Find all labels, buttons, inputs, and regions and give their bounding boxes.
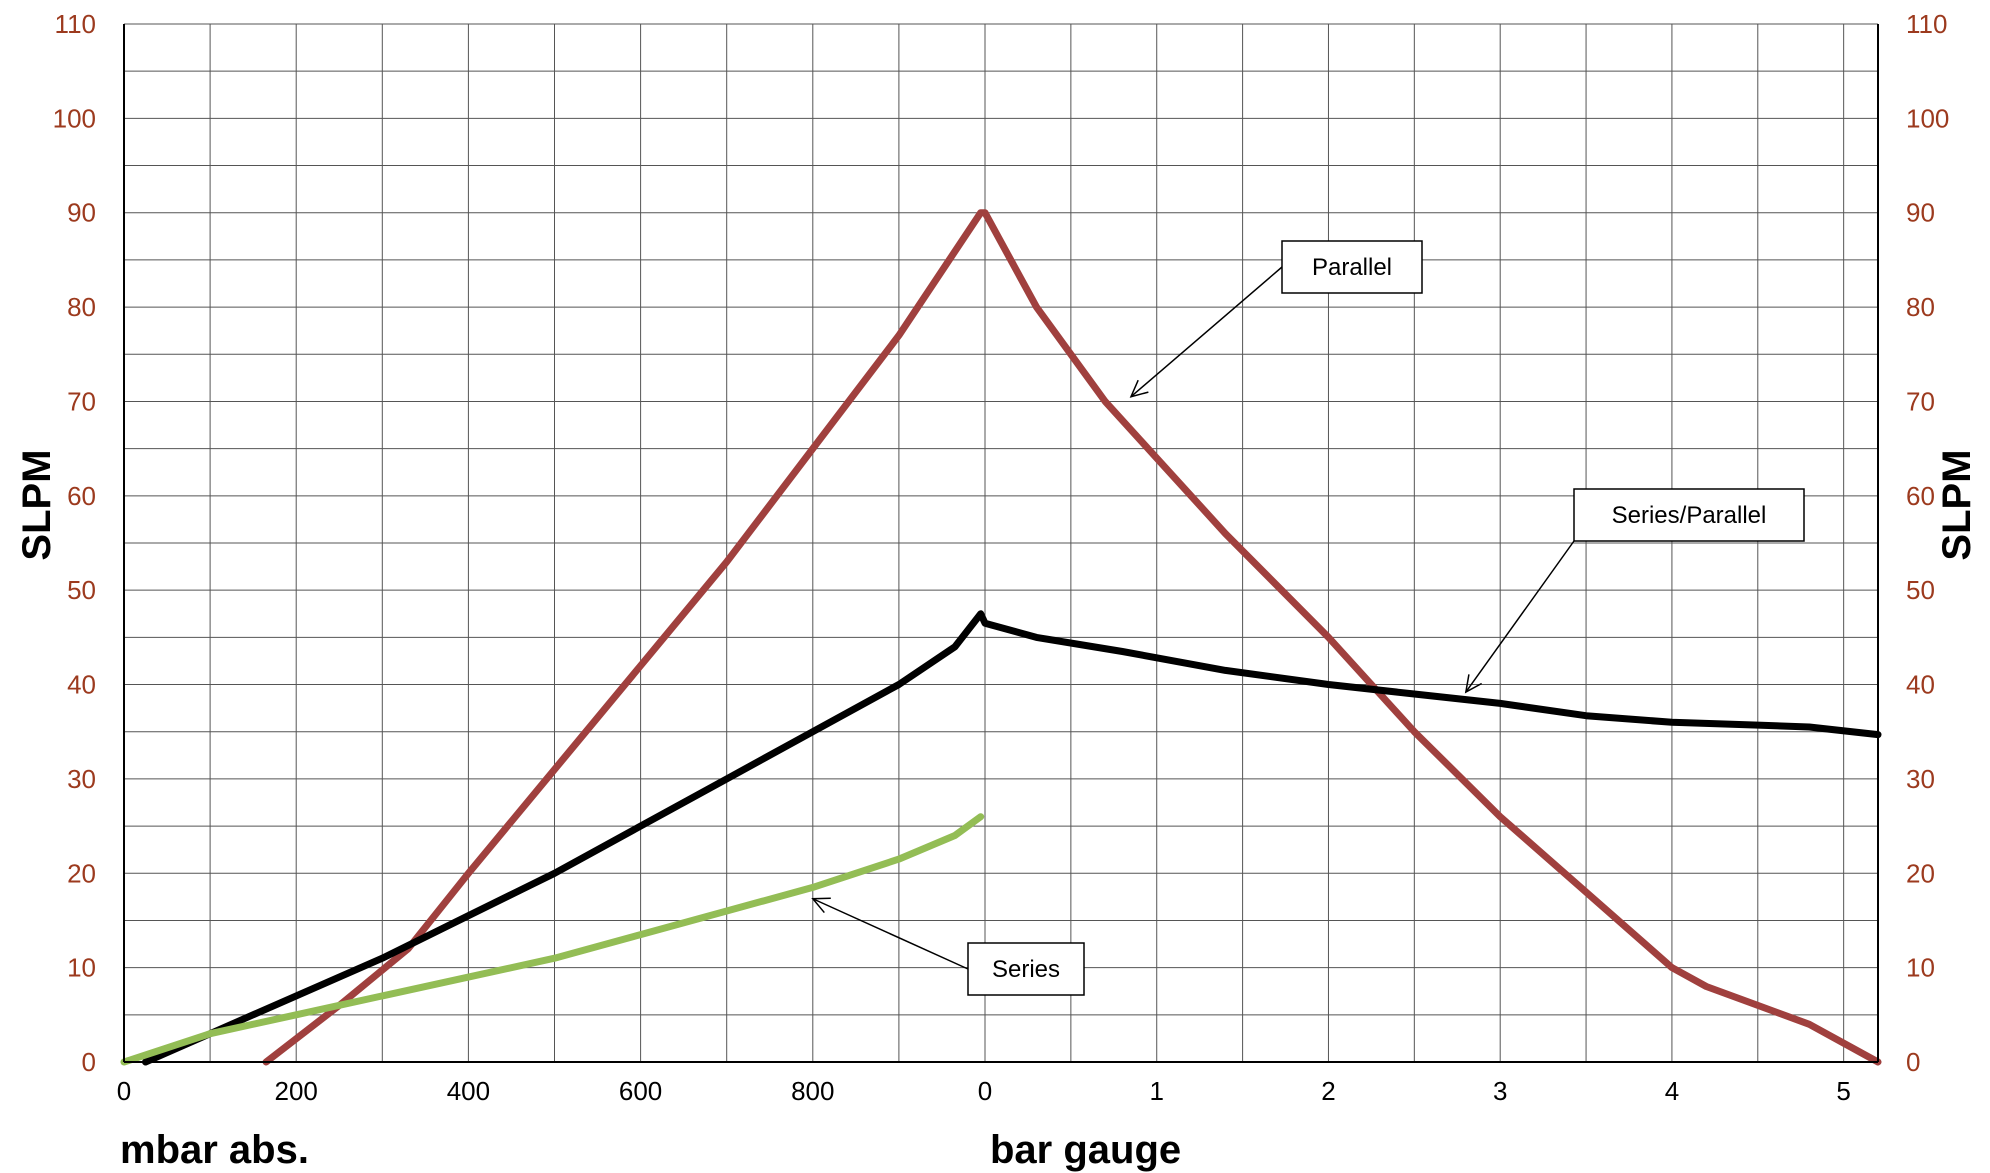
y-tick-label-left: 110 xyxy=(55,9,96,39)
x-tick-label-pressure: 5 xyxy=(1836,1076,1850,1106)
y-tick-label-left: 0 xyxy=(82,1047,96,1077)
y-tick-label-right: 70 xyxy=(1906,386,1935,416)
y-tick-label-right: 60 xyxy=(1906,481,1935,511)
series-line-parallel xyxy=(262,209,1882,1066)
leader-line xyxy=(812,898,969,970)
annotation-parallel: Parallel xyxy=(1129,240,1423,398)
y-tick-label-left: 20 xyxy=(67,858,96,888)
arrowhead xyxy=(811,897,831,914)
series-line-series-parallel xyxy=(142,610,1882,1066)
x-tick-label-vacuum: 200 xyxy=(275,1076,318,1106)
arrowhead xyxy=(1464,674,1483,694)
y-axis-title-left: SLPM xyxy=(15,449,59,560)
leader-line xyxy=(1130,266,1283,398)
y-tick-label-left: 10 xyxy=(67,953,96,983)
y-tick-label-right: 20 xyxy=(1906,858,1935,888)
y-tick-label-right: 10 xyxy=(1906,953,1935,983)
y-tick-label-left: 40 xyxy=(67,670,96,700)
y-tick-label-left: 50 xyxy=(67,575,96,605)
y-tick-label-right: 40 xyxy=(1906,670,1935,700)
annotation-box xyxy=(1573,488,1805,542)
y-tick-label-left: 100 xyxy=(53,103,96,133)
annotations: Parallel Series/Parallel Series xyxy=(811,240,1805,996)
annotation-box xyxy=(1281,240,1423,294)
grid xyxy=(123,23,1878,1063)
y-tick-label-right: 50 xyxy=(1906,575,1935,605)
annotation-series: Series xyxy=(811,897,1085,996)
y-tick-label-left: 30 xyxy=(67,764,96,794)
y-tick-label-right: 90 xyxy=(1906,198,1935,228)
x-ticks: 0 200 400 600 800 0 1 2 3 4 5 xyxy=(117,1076,1851,1106)
y-tick-label-left: 80 xyxy=(67,292,96,322)
plot-frame xyxy=(123,24,1879,1063)
x-tick-label-pressure: 1 xyxy=(1149,1076,1163,1106)
x-axis-title-vacuum: mbar abs. xyxy=(120,1128,309,1172)
y-tick-label-left: 60 xyxy=(67,481,96,511)
x-tick-label-vacuum: 600 xyxy=(619,1076,662,1106)
y-tick-label-right: 0 xyxy=(1906,1047,1920,1077)
leader-line xyxy=(1465,540,1575,693)
annotation-label: Series/Parallel xyxy=(1612,502,1767,529)
y-axis-title-right: SLPM xyxy=(1935,449,1979,560)
x-tick-label-vacuum: 400 xyxy=(447,1076,490,1106)
y-tick-label-right: 110 xyxy=(1906,9,1947,39)
x-tick-label-pressure: 0 xyxy=(978,1076,992,1106)
series-line-series xyxy=(120,813,985,1066)
y-tick-label-left: 70 xyxy=(67,386,96,416)
y-tick-label-left: 90 xyxy=(67,198,96,228)
x-tick-label-vacuum: 0 xyxy=(117,1076,131,1106)
y-ticks-right: 0 10 20 30 40 50 60 70 80 90 100 110 xyxy=(1906,9,1949,1077)
y-ticks-left: 0 10 20 30 40 50 60 70 80 90 100 110 xyxy=(53,9,96,1077)
x-tick-label-pressure: 2 xyxy=(1321,1076,1335,1106)
x-axis-title-pressure: bar gauge xyxy=(990,1128,1181,1172)
y-tick-label-right: 30 xyxy=(1906,764,1935,794)
annotation-series-parallel: Series/Parallel xyxy=(1464,488,1805,694)
annotation-label: Series xyxy=(992,956,1060,983)
x-tick-label-pressure: 4 xyxy=(1665,1076,1679,1106)
x-tick-label-vacuum: 800 xyxy=(791,1076,834,1106)
arrowhead xyxy=(1129,379,1149,398)
annotation-box xyxy=(967,942,1085,996)
x-tick-label-pressure: 3 xyxy=(1493,1076,1507,1106)
annotation-label: Parallel xyxy=(1312,254,1392,281)
y-tick-label-right: 80 xyxy=(1906,292,1935,322)
y-tick-label-right: 100 xyxy=(1906,103,1949,133)
series-lines xyxy=(120,209,1882,1066)
